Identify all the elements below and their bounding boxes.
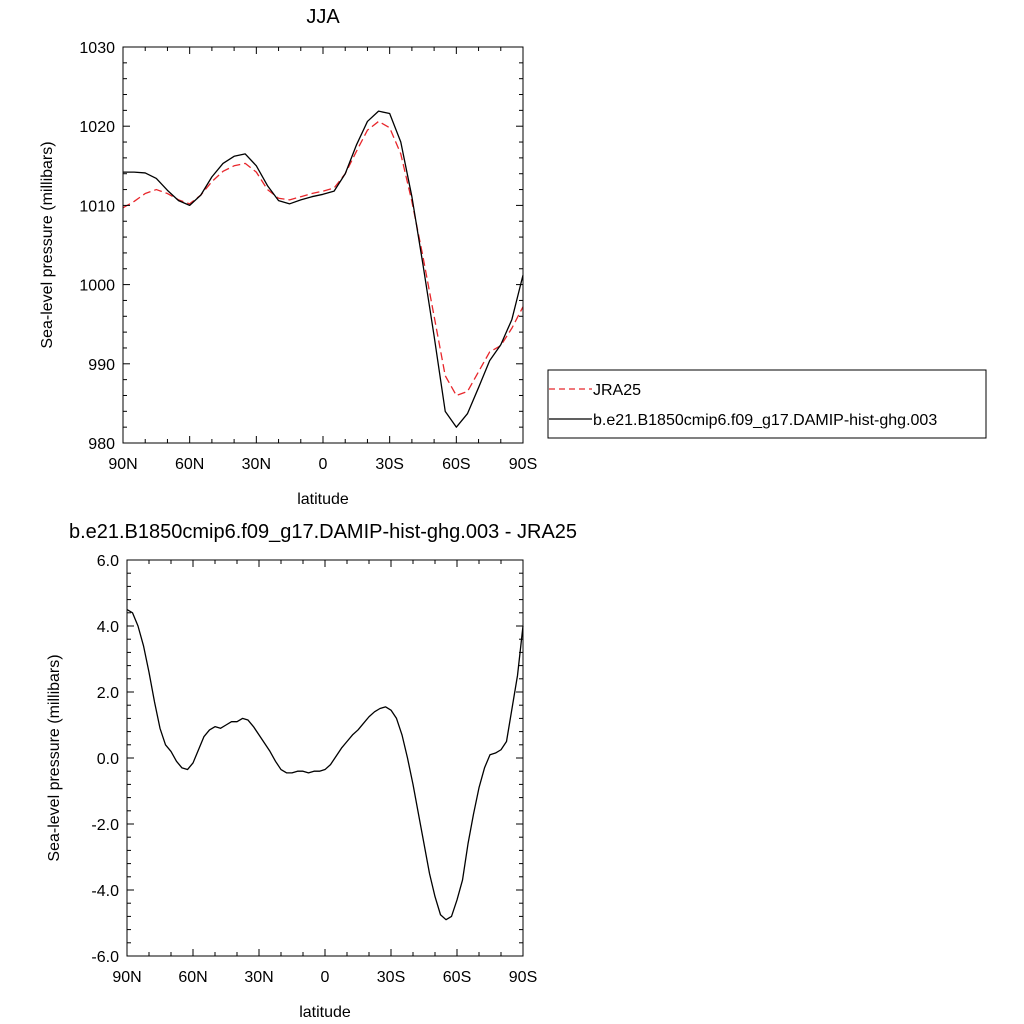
bottom-plot-area xyxy=(126,608,524,921)
bottom-x-tick-label: 60N xyxy=(178,969,207,986)
bottom-axes-ticks: 90N 60N 30N 0 30S 60S 90S -6.0 -4.0 -2.0 0.0 2.0 4.0… xyxy=(91,553,537,986)
top-plot-area xyxy=(122,110,524,428)
top-plot-frame xyxy=(122,46,524,444)
top-x-tick-label: 0 xyxy=(319,456,328,473)
bottom-x-tick-label: 90S xyxy=(509,969,537,986)
bottom-chart-title: b.e21.B1850cmip6.f09_g17.DAMIP-hist-ghg.… xyxy=(69,521,577,543)
top-y-tick-label: 1000 xyxy=(79,278,115,295)
bottom-y-tick-label: -6.0 xyxy=(91,949,119,966)
top-x-tick-label: 30S xyxy=(375,456,403,473)
top-y-tick-label: 1020 xyxy=(79,119,115,136)
bottom-y-tick-label: -4.0 xyxy=(91,883,119,900)
legend-label-jra25: JRA25 xyxy=(593,382,641,399)
bottom-series-line-0 xyxy=(126,608,524,921)
top-y-tick-label: 980 xyxy=(88,436,115,453)
top-y-tick-label: 1030 xyxy=(79,40,115,57)
bottom-y-axis-label: Sea-level pressure (millibars) xyxy=(46,654,63,861)
top-y-tick-label: 1010 xyxy=(79,198,115,215)
top-x-tick-label: 30N xyxy=(242,456,271,473)
top-x-axis-label: latitude xyxy=(297,491,349,508)
top-y-tick-label: 990 xyxy=(88,357,115,374)
bottom-x-tick-label: 30N xyxy=(244,969,273,986)
top-x-tick-label: 60N xyxy=(175,456,204,473)
top-x-tick-label: 90N xyxy=(108,456,137,473)
top-x-tick-label: 60S xyxy=(442,456,470,473)
top-series-line-0 xyxy=(122,120,524,397)
top-panel: JJA 90N 60N 30N 0 30S 60S 90S 980 990 1000 1010 102… xyxy=(39,6,987,508)
bottom-y-tick-label: 0.0 xyxy=(97,751,119,768)
bottom-x-tick-label: 30S xyxy=(377,969,405,986)
top-chart-title: JJA xyxy=(306,6,340,28)
bottom-y-tick-label: 6.0 xyxy=(97,553,119,570)
top-y-axis-label: Sea-level pressure (millibars) xyxy=(39,141,56,348)
bottom-panel: b.e21.B1850cmip6.f09_g17.DAMIP-hist-ghg.… xyxy=(46,521,577,1021)
bottom-x-tick-label: 60S xyxy=(443,969,471,986)
bottom-x-tick-label: 0 xyxy=(321,969,330,986)
legend-box xyxy=(547,369,987,439)
legend-label-model: b.e21.B1850cmip6.f09_g17.DAMIP-hist-ghg.… xyxy=(593,412,937,429)
bottom-x-axis-label: latitude xyxy=(299,1004,351,1021)
top-axes-ticks: 90N 60N 30N 0 30S 60S 90S 980 990 1000 1010 1020 103… xyxy=(79,40,537,473)
bottom-x-tick-label: 90N xyxy=(112,969,141,986)
top-series-line-1 xyxy=(123,110,524,428)
bottom-y-tick-label: 4.0 xyxy=(97,619,119,636)
top-legend: JRA25 b.e21.B1850cmip6.f09_g17.DAMIP-his… xyxy=(547,369,987,439)
bottom-y-tick-label: 2.0 xyxy=(97,685,119,702)
top-x-tick-label: 90S xyxy=(509,456,537,473)
bottom-y-tick-label: -2.0 xyxy=(91,817,119,834)
bottom-plot-frame xyxy=(126,559,524,957)
